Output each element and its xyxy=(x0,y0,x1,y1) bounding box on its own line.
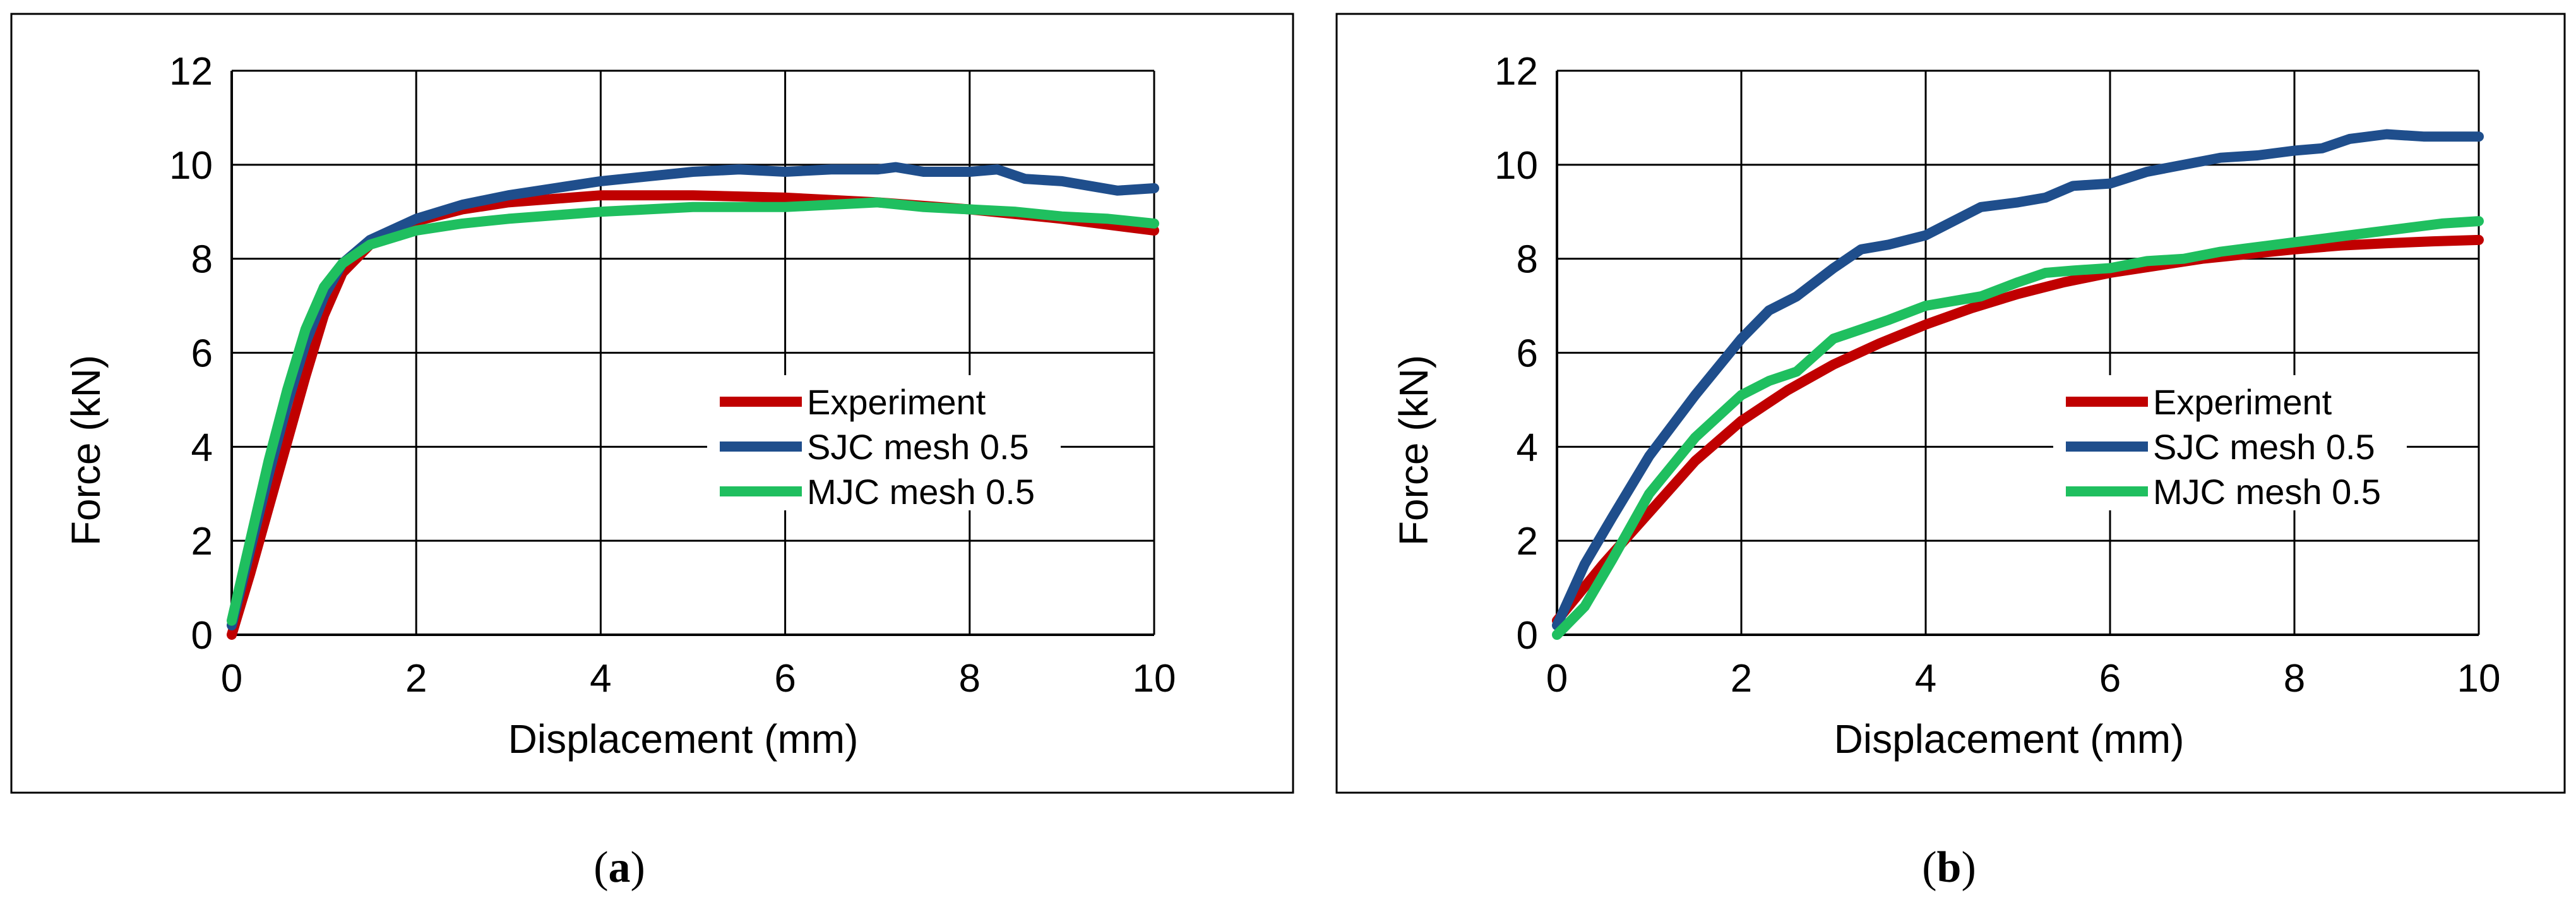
legend-item-experiment: Experiment xyxy=(2066,382,2332,422)
x-tick-label: 10 xyxy=(2457,657,2501,700)
series-line-mjc xyxy=(1552,216,2484,640)
chart-frame xyxy=(10,13,1294,794)
chart-panel-a: 0 2 4 6 8 10 12 0 2 4 6 8 10 Force (kN) Displacement… xyxy=(10,13,1294,794)
x-tick-label: 6 xyxy=(774,657,796,700)
y-tick-label: 2 xyxy=(1517,520,1538,563)
x-tick-label: 10 xyxy=(1133,657,1176,700)
y-tick-label: 10 xyxy=(1494,144,1538,188)
legend-item-sjc: SJC mesh 0.5 xyxy=(720,427,1029,467)
x-tick-label: 8 xyxy=(959,657,981,700)
x-tick-label: 8 xyxy=(2284,657,2305,700)
y-tick-label: 0 xyxy=(1517,614,1538,658)
x-tick-label: 2 xyxy=(1731,657,1752,700)
y-tick-label: 12 xyxy=(169,50,213,93)
y-tick-label: 6 xyxy=(191,332,213,376)
legend-item-mjc: MJC mesh 0.5 xyxy=(2066,472,2381,512)
series-lines xyxy=(227,162,1159,640)
x-tick-label: 0 xyxy=(1546,657,1568,700)
tick-labels: 0 2 4 6 8 10 12 0 2 4 6 8 10 xyxy=(1494,50,2500,700)
grid-lines xyxy=(232,69,1155,635)
x-tick-label: 4 xyxy=(590,657,611,700)
x-tick-label: 6 xyxy=(2099,657,2121,700)
legend-label-mjc: MJC mesh 0.5 xyxy=(2153,472,2381,512)
series-line-sjc xyxy=(1552,129,2484,631)
x-tick-label: 2 xyxy=(405,657,427,700)
grid-lines xyxy=(1557,69,2480,635)
legend-label-experiment: Experiment xyxy=(2153,382,2332,422)
x-axis-label: Displacement (mm) xyxy=(1834,716,2185,762)
chart-panel-b: 0 2 4 6 8 10 12 0 2 4 6 8 10 Force (kN) Displacement… xyxy=(1335,13,2566,794)
axes xyxy=(1556,71,2479,636)
legend-label-sjc: SJC mesh 0.5 xyxy=(807,427,1029,467)
y-axis-label: Force (kN) xyxy=(63,355,109,546)
caption-a: (a) xyxy=(593,843,645,892)
legend-item-sjc: SJC mesh 0.5 xyxy=(2066,427,2375,467)
y-tick-label: 0 xyxy=(191,614,213,658)
y-tick-label: 8 xyxy=(191,238,213,282)
series-line-experiment xyxy=(1552,234,2484,626)
legend-label-experiment: Experiment xyxy=(807,382,986,422)
y-tick-label: 4 xyxy=(1517,426,1538,469)
legend-item-mjc: MJC mesh 0.5 xyxy=(720,472,1035,512)
caption-b: (b) xyxy=(1922,843,1976,892)
x-tick-label: 4 xyxy=(1915,657,1936,700)
legend: Experiment SJC mesh 0.5 MJC mesh 0.5 xyxy=(2053,375,2407,512)
y-tick-label: 4 xyxy=(191,426,213,469)
x-axis-label: Displacement (mm) xyxy=(508,716,859,762)
y-tick-label: 8 xyxy=(1517,238,1538,282)
axes xyxy=(230,71,1154,636)
legend: Experiment SJC mesh 0.5 MJC mesh 0.5 xyxy=(707,375,1061,512)
legend-item-experiment: Experiment xyxy=(720,382,986,422)
legend-label-mjc: MJC mesh 0.5 xyxy=(807,472,1035,512)
y-tick-label: 2 xyxy=(191,520,213,563)
y-axis-label: Force (kN) xyxy=(1391,355,1436,546)
y-tick-label: 6 xyxy=(1517,332,1538,376)
series-lines xyxy=(1552,129,2484,640)
y-tick-label: 10 xyxy=(169,144,213,188)
y-tick-label: 12 xyxy=(1494,50,1538,93)
x-tick-label: 0 xyxy=(221,657,242,700)
tick-labels: 0 2 4 6 8 10 12 0 2 4 6 8 10 xyxy=(169,50,1176,700)
legend-label-sjc: SJC mesh 0.5 xyxy=(2153,427,2375,467)
series-line-mjc xyxy=(227,197,1159,626)
